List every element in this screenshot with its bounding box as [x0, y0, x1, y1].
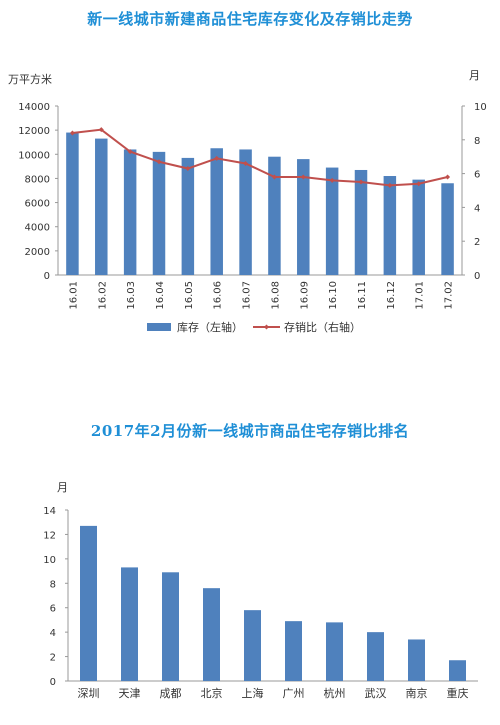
x-tick-label: 16.08 — [270, 281, 281, 310]
city-label: 南京 — [406, 686, 428, 700]
inventory-bar — [123, 149, 137, 275]
ratio-point — [387, 182, 393, 188]
left-tick-label: 0 — [44, 271, 50, 282]
left-tick-label: 10000 — [18, 150, 50, 161]
inventory-bar — [210, 148, 223, 275]
inventory-bar — [95, 138, 108, 275]
x-tick-label: 16.04 — [155, 281, 166, 310]
left-tick-label: 14000 — [18, 102, 50, 113]
city-bar — [367, 632, 384, 681]
right-axis-unit: 月 — [469, 69, 480, 82]
city-label: 上海 — [242, 686, 264, 700]
inventory-chart: 0 2000 4000 6000 8000 10000 12000 14000 0 2 4 6 8 10 万… — [8, 69, 487, 334]
x-tick-label: 16.09 — [299, 281, 310, 310]
right-tick-label: 0 — [474, 271, 480, 282]
right-tick-label: 8 — [474, 136, 480, 147]
city-bar — [285, 621, 302, 681]
ratio-point — [127, 149, 133, 155]
y-tick-label: 4 — [50, 628, 56, 639]
city-bar — [449, 660, 466, 681]
city-label: 广州 — [283, 687, 305, 700]
city-bar — [408, 639, 425, 681]
ratio-point — [243, 160, 249, 166]
left-tick-label: 8000 — [25, 174, 50, 185]
ratio-point — [156, 159, 162, 165]
y-tick-label: 8 — [50, 579, 56, 590]
inventory-bar — [354, 169, 368, 275]
city-label: 杭州 — [324, 686, 346, 700]
city-label: 重庆 — [447, 686, 469, 700]
left-tick-label: 2000 — [25, 247, 50, 258]
y-tick-label: 2 — [50, 653, 56, 664]
city-bar — [121, 567, 138, 681]
left-tick-label: 6000 — [25, 199, 50, 210]
ratio-point — [358, 179, 364, 185]
ratio-point — [214, 155, 220, 161]
inventory-bar — [297, 159, 310, 275]
y-tick-label: 10 — [43, 555, 56, 566]
legend-inventory-label: 库存（左轴） — [177, 320, 243, 334]
x-tick-label: 17.02 — [444, 281, 455, 310]
y-tick-label: 12 — [43, 530, 56, 541]
legend-ratio-label: 存销比（右轴） — [284, 320, 361, 334]
city-bar — [244, 610, 261, 681]
city-label: 武汉 — [365, 687, 387, 700]
y-tick-label: 14 — [43, 506, 56, 517]
city-bar — [80, 525, 97, 681]
inventory-bar — [66, 132, 79, 275]
city-bar — [203, 588, 220, 681]
ratio-point — [329, 177, 335, 183]
x-tick-label: 16.10 — [328, 281, 339, 310]
right-tick-label: 2 — [474, 237, 480, 248]
y-axis-unit: 月 — [57, 481, 68, 494]
city-label: 深圳 — [78, 687, 100, 700]
ratio-point — [271, 174, 277, 180]
city-label: 北京 — [201, 686, 223, 700]
inventory-bar — [181, 157, 195, 275]
inventory-bar — [441, 183, 454, 275]
x-tick-label: 16.05 — [184, 281, 195, 310]
inventory-bar — [383, 176, 397, 275]
ratio-point — [185, 166, 191, 172]
city-bar — [326, 622, 343, 681]
ratio-point — [69, 130, 75, 136]
inventory-bar — [412, 179, 425, 275]
inventory-bar — [325, 167, 339, 275]
right-tick-label: 10 — [474, 102, 487, 113]
x-tick-label: 16.01 — [68, 281, 79, 310]
x-tick-label: 16.12 — [386, 281, 397, 310]
ratio-point — [98, 127, 104, 133]
x-tick-label: 16.07 — [242, 281, 253, 310]
inventory-bar — [268, 156, 281, 275]
ratio-line — [72, 128, 448, 187]
inventory-bar — [239, 149, 252, 275]
left-tick-label: 4000 — [25, 223, 50, 234]
x-tick-label: 16.06 — [213, 281, 224, 310]
legend-ratio-marker — [264, 324, 269, 330]
x-tick-label: 16.02 — [97, 281, 108, 310]
chart1-title: 新一线城市新建商品住宅库存变化及存销比走势 — [87, 10, 413, 28]
y-tick-label: 6 — [50, 604, 56, 615]
inventory-bar — [152, 151, 166, 275]
x-tick-label: 16.11 — [357, 281, 368, 310]
city-label: 成都 — [160, 687, 182, 700]
legend-inventory-swatch — [147, 323, 171, 331]
ratio-point — [416, 181, 422, 187]
ratio-point — [445, 174, 451, 180]
y-tick-label: 0 — [50, 677, 56, 688]
ratio-point — [300, 174, 306, 180]
chart2-title: 2017年2月份新一线城市商品住宅存销比排名 — [90, 422, 410, 440]
city-bar — [162, 572, 179, 681]
x-tick-label: 16.03 — [126, 281, 137, 310]
right-tick-label: 4 — [474, 203, 480, 214]
left-axis-unit: 万平方米 — [8, 72, 52, 86]
x-tick-label: 17.01 — [415, 281, 426, 310]
city-label: 天津 — [119, 687, 141, 700]
right-tick-label: 6 — [474, 170, 480, 181]
left-tick-label: 12000 — [18, 126, 50, 137]
